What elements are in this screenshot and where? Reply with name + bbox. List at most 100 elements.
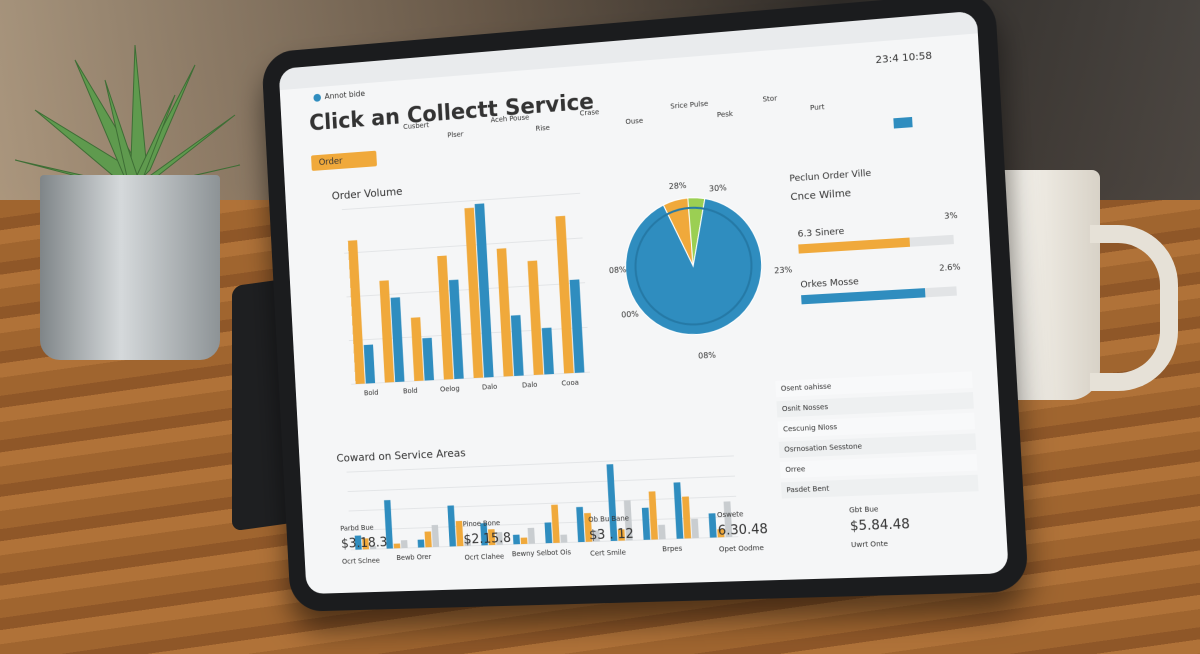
kpi-sub: Cert Smile [590, 548, 626, 557]
bar [576, 506, 585, 543]
list-item[interactable]: Cescunig Nloss [783, 423, 838, 434]
panel-subtitle: Cnce Wilme [790, 188, 851, 204]
list-item[interactable]: Pasdet Bent [786, 484, 830, 494]
bar [410, 317, 424, 382]
bar [520, 537, 528, 545]
nav-item[interactable]: Srice Pulse [670, 100, 708, 111]
pie-slice [663, 198, 693, 268]
kpi-label: Gbt Bue [849, 505, 879, 514]
bar [592, 530, 600, 542]
bar [393, 543, 401, 549]
bar [379, 280, 395, 383]
kpi-value: $3.18.3 [341, 534, 388, 551]
list-item[interactable]: Osent oahisse [781, 382, 832, 393]
grid-line [344, 238, 582, 253]
kpi-label: Parbd Bue [340, 524, 374, 533]
dashboard: Click an Collectt Service 23:4 10:58 Ann… [278, 10, 979, 566]
kpi-label: Oswete [717, 510, 744, 519]
bar [512, 534, 520, 545]
bar [584, 512, 593, 542]
pie-label: 08% [609, 265, 627, 275]
x-tick-label: Oelog [440, 385, 460, 394]
pie-label: 00% [621, 309, 639, 319]
list-row [780, 474, 979, 499]
screen: Click an Collectt Service 23:4 10:58 Ann… [278, 10, 1009, 595]
bar [447, 505, 457, 547]
kpi-sub: Uwrt Onte [851, 540, 888, 550]
order-badge[interactable] [311, 150, 378, 171]
bar [363, 344, 376, 384]
kpi-value: $2.15.8 [463, 530, 511, 547]
x-tick-label: Bold [403, 387, 418, 396]
bar [347, 240, 365, 385]
item-percent: 2.6% [939, 262, 961, 273]
kpi-value: $3 . 12 [589, 526, 634, 543]
bar [417, 539, 425, 548]
nav-item[interactable]: Cusbert [403, 121, 430, 131]
kpi-label: Ob Bu Bane [588, 514, 629, 524]
x-tick-label: Dalo [522, 381, 538, 390]
list-row [779, 454, 978, 479]
nav-item[interactable]: Aceh Pouse [490, 113, 529, 124]
progress-bar [798, 237, 911, 254]
nav-item[interactable]: Rise [535, 124, 550, 133]
bar [544, 522, 553, 544]
bar [658, 524, 666, 540]
nav-item[interactable]: Purt [810, 103, 825, 112]
panel-title: Peclun Order Ville [789, 169, 871, 185]
bar [390, 297, 405, 383]
list-item[interactable]: Orree [785, 465, 805, 474]
kpi-sub: Opet Oodme [719, 544, 764, 554]
list-item[interactable]: Osrnosation Sesstone [784, 442, 862, 454]
bar [641, 507, 651, 540]
mug-handle [1090, 225, 1178, 391]
plant-pot [40, 175, 220, 360]
x-tick-label: Cooa [561, 379, 579, 388]
bar [648, 491, 658, 540]
tab-label: Annot bide [324, 89, 365, 101]
bar [431, 524, 440, 548]
pie-label: 08% [698, 350, 716, 360]
item-label: 6.3 Sinere [797, 227, 844, 240]
pie-label: 28% [669, 181, 687, 191]
progress-bar [801, 288, 926, 305]
bar [437, 255, 454, 380]
toggle[interactable] [893, 116, 913, 129]
bar [560, 534, 568, 543]
x-tick-label: Dalo [482, 383, 498, 392]
bar [400, 540, 408, 549]
item-label: Orkes Mosse [800, 277, 859, 291]
bar [424, 531, 432, 548]
bar [708, 513, 717, 538]
nav-item[interactable]: Ouse [625, 117, 643, 127]
bar [496, 248, 514, 377]
nav-item[interactable]: Crase [579, 108, 599, 118]
bar [527, 260, 544, 376]
pie-label: 23% [774, 265, 793, 275]
bar [551, 504, 560, 543]
kpi-value: 6.30.48 [717, 521, 768, 538]
tab-icon [313, 93, 322, 102]
x-tick-label: Bold [364, 389, 379, 398]
item-percent: 3% [944, 211, 958, 221]
chart-title: Order Volume [331, 185, 403, 203]
clock: 23:4 10:58 [875, 50, 932, 66]
kpi-sub: Ocrt Sclnee [342, 557, 380, 566]
bar [624, 500, 633, 541]
chart-title: Coward on Service Areas [336, 446, 466, 465]
bar [527, 527, 536, 544]
nav-item[interactable]: Plser [447, 130, 464, 139]
x-tick-label: Bewny Selbot Ois [512, 548, 572, 558]
bar [673, 482, 684, 539]
order-badge-label[interactable]: Order [319, 156, 344, 168]
top-bar [278, 10, 978, 91]
x-tick-label: Bewb Orer [396, 553, 431, 562]
bar [618, 529, 626, 542]
nav-item[interactable]: Stor [762, 94, 777, 103]
bar [510, 315, 524, 377]
list-item[interactable]: Osnit Nosses [782, 403, 829, 413]
x-tick-label: Brpes [662, 545, 683, 554]
kpi-label: Pinoe Bone [463, 519, 501, 528]
nav-item[interactable]: Pesk [717, 110, 734, 119]
